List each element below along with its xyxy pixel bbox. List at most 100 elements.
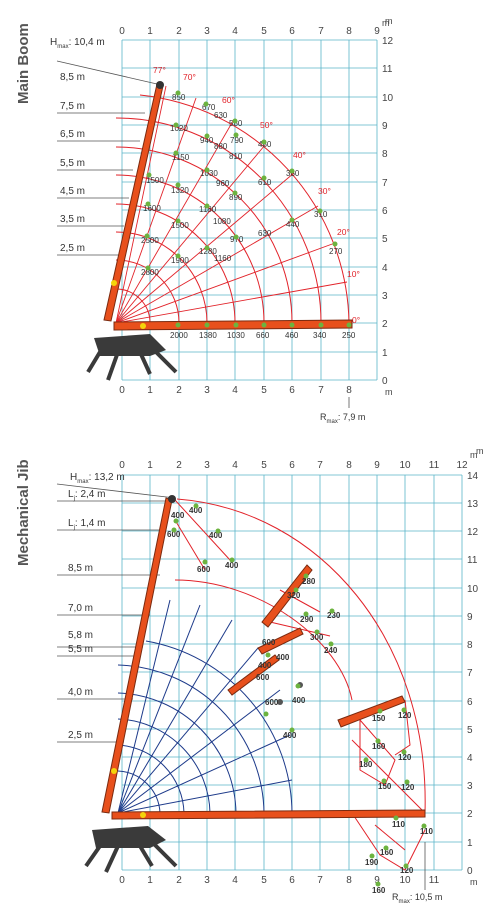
y-tick: 11	[467, 555, 478, 566]
x-tick: 3	[204, 26, 210, 37]
jib-height-markers	[56, 483, 176, 743]
load-value: 120	[400, 866, 414, 875]
load-value: 310	[314, 210, 328, 219]
load-value: 960	[216, 179, 230, 188]
load-value: 1320	[171, 186, 189, 195]
x-tick: 3	[204, 385, 210, 396]
height-label: 2,5 m	[60, 243, 85, 254]
height-label: 8,5 m	[68, 563, 93, 574]
load-value: 320	[287, 591, 301, 600]
load-value: 300	[310, 633, 324, 642]
x-tick: 0	[119, 385, 125, 396]
x-tick: 11	[429, 460, 440, 471]
x-tick: 9	[374, 460, 380, 471]
jib-y-ticks: 0 1 2 3 4 5 6 7 8 9 10 11 12 13 14 m	[467, 450, 479, 877]
y-tick: 9	[382, 121, 388, 132]
load-value: 1030	[200, 169, 218, 178]
load-value: 1150	[172, 153, 190, 162]
load-value: 970	[230, 235, 244, 244]
x-tick: 4	[232, 26, 238, 37]
load-value: 1280	[199, 247, 217, 256]
mechanical-jib-panel: Mechanical Jib 0 1 2 3 4 5	[15, 446, 484, 905]
load-value: 600	[256, 673, 270, 682]
load-value: 190	[365, 858, 379, 867]
main-boom-rmax: Rmax: 7,9 m	[320, 397, 365, 425]
load-value: 850	[172, 93, 186, 102]
y-tick: 6	[467, 697, 473, 708]
load-value: 250	[342, 331, 356, 340]
main-boom-height-markers	[56, 60, 158, 256]
main-boom-angle-rays	[115, 85, 348, 324]
angle-label: 0°	[352, 315, 360, 325]
load-value: 380	[286, 169, 300, 178]
height-label: 2,5 m	[68, 730, 93, 741]
load-value: 150	[378, 782, 392, 791]
load-value: 630	[214, 111, 228, 120]
jib-crane-icon	[84, 495, 426, 873]
mechanical-jib-title: Mechanical Jib	[15, 459, 32, 566]
height-label: 5,5 m	[60, 158, 85, 169]
x-tick: 6	[289, 460, 295, 471]
x-tick: 0	[119, 26, 125, 37]
x-tick: 9	[374, 26, 380, 37]
y-tick: 6	[382, 206, 388, 217]
main-boom-x-ticks-top: 0 1 2 3 4 5 6 7 8 9 m	[119, 16, 392, 37]
y-tick: 10	[382, 93, 394, 104]
height-label: 3,5 m	[60, 214, 85, 225]
angle-label: 20°	[337, 227, 350, 237]
y-tick: 7	[382, 178, 388, 189]
load-value: 1600	[143, 204, 161, 213]
y-tick: 3	[382, 291, 388, 302]
load-value: 400	[258, 661, 272, 670]
rmax-label: Rmax: 7,9 m	[320, 412, 365, 425]
load-value: 670	[202, 103, 216, 112]
y-tick: 8	[467, 640, 473, 651]
load-value: 120	[401, 783, 415, 792]
height-label: 5,5 m	[68, 644, 93, 655]
load-value: 610	[258, 178, 272, 187]
load-value: 600	[167, 530, 181, 539]
load-value: 460	[285, 331, 299, 340]
x-tick: 5	[261, 875, 267, 886]
jib-length-label: Lj: 1,4 m	[68, 518, 105, 531]
load-value: 2800	[141, 268, 159, 277]
load-value: 580	[229, 119, 243, 128]
hmax-label: Hmax: 13,2 m	[70, 472, 125, 485]
load-value: 630	[258, 229, 272, 238]
x-tick: 4	[232, 875, 238, 886]
y-tick: 4	[382, 263, 388, 274]
load-value: 400	[225, 561, 239, 570]
x-tick: 10	[399, 460, 411, 471]
load-value: 160	[372, 742, 386, 751]
y-tick: 1	[467, 838, 473, 849]
load-value: 1380	[199, 331, 217, 340]
load-value: 400	[171, 511, 185, 520]
main-boom-height-labels: Hmax: 10,4 m 8,5 m 7,5 m 6,5 m 5,5 m 4,5…	[50, 37, 105, 254]
load-value: 400	[209, 531, 223, 540]
main-boom-load-labels: 850 670 630 580 1020 940 880 790 1150 81…	[141, 93, 356, 340]
height-label: 4,0 m	[68, 687, 93, 698]
x-tick: 2	[176, 460, 182, 471]
x-tick: 2	[176, 875, 182, 886]
x-tick: 6	[289, 26, 295, 37]
angle-label: 60°	[222, 95, 235, 105]
x-tick: 5	[261, 385, 267, 396]
y-tick: 12	[382, 36, 394, 47]
y-tick: 11	[382, 64, 393, 75]
hmax-label: Hmax: 10,4 m	[50, 37, 105, 50]
x-tick: 0	[119, 460, 125, 471]
x-tick: 2	[176, 385, 182, 396]
load-value: 120	[398, 753, 412, 762]
load-value: 1080	[213, 217, 231, 226]
main-boom-x-ticks-bottom: 0 1 2 3 4 5 6 7 8 m	[119, 385, 392, 397]
x-tick: 1	[147, 460, 153, 471]
load-value: 600	[197, 565, 211, 574]
load-value: 1160	[214, 254, 232, 263]
x-tick: 8	[346, 875, 352, 886]
y-tick: 0	[467, 866, 473, 877]
load-value: 160	[380, 848, 394, 857]
jib-blue-envelope	[117, 599, 293, 814]
y-tick: 2	[467, 809, 473, 820]
height-label: 6,5 m	[60, 129, 85, 140]
x-unit: m	[385, 16, 393, 26]
